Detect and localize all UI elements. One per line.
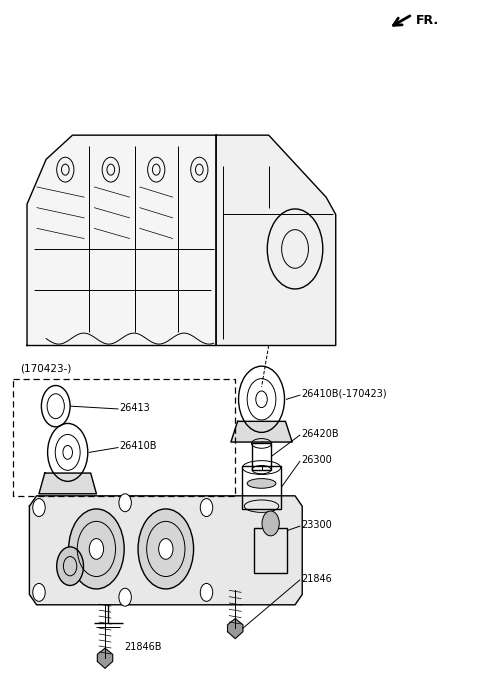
Text: 26410B(-170423): 26410B(-170423) [301,389,387,399]
Polygon shape [97,648,113,668]
Polygon shape [231,422,292,442]
Circle shape [57,547,84,585]
Circle shape [158,538,173,559]
Polygon shape [29,496,302,605]
Text: (170423-): (170423-) [20,363,71,373]
Polygon shape [216,135,336,346]
Ellipse shape [247,479,276,489]
Polygon shape [228,618,243,638]
Text: 21846: 21846 [301,574,332,584]
Text: 26413: 26413 [119,403,150,413]
Circle shape [138,509,193,589]
Circle shape [200,499,213,517]
Text: 21846B: 21846B [124,642,162,652]
Circle shape [89,538,104,559]
Text: 26300: 26300 [301,455,332,465]
Text: 23300: 23300 [301,520,332,530]
Polygon shape [39,473,96,494]
Text: 26410B: 26410B [119,441,156,451]
Circle shape [69,509,124,589]
Circle shape [119,588,132,606]
Circle shape [33,499,45,517]
Circle shape [262,511,279,536]
Circle shape [33,583,45,601]
Circle shape [119,494,132,512]
Circle shape [200,583,213,601]
Polygon shape [27,135,216,346]
Text: FR.: FR. [416,14,439,26]
Text: 26420B: 26420B [301,429,339,439]
